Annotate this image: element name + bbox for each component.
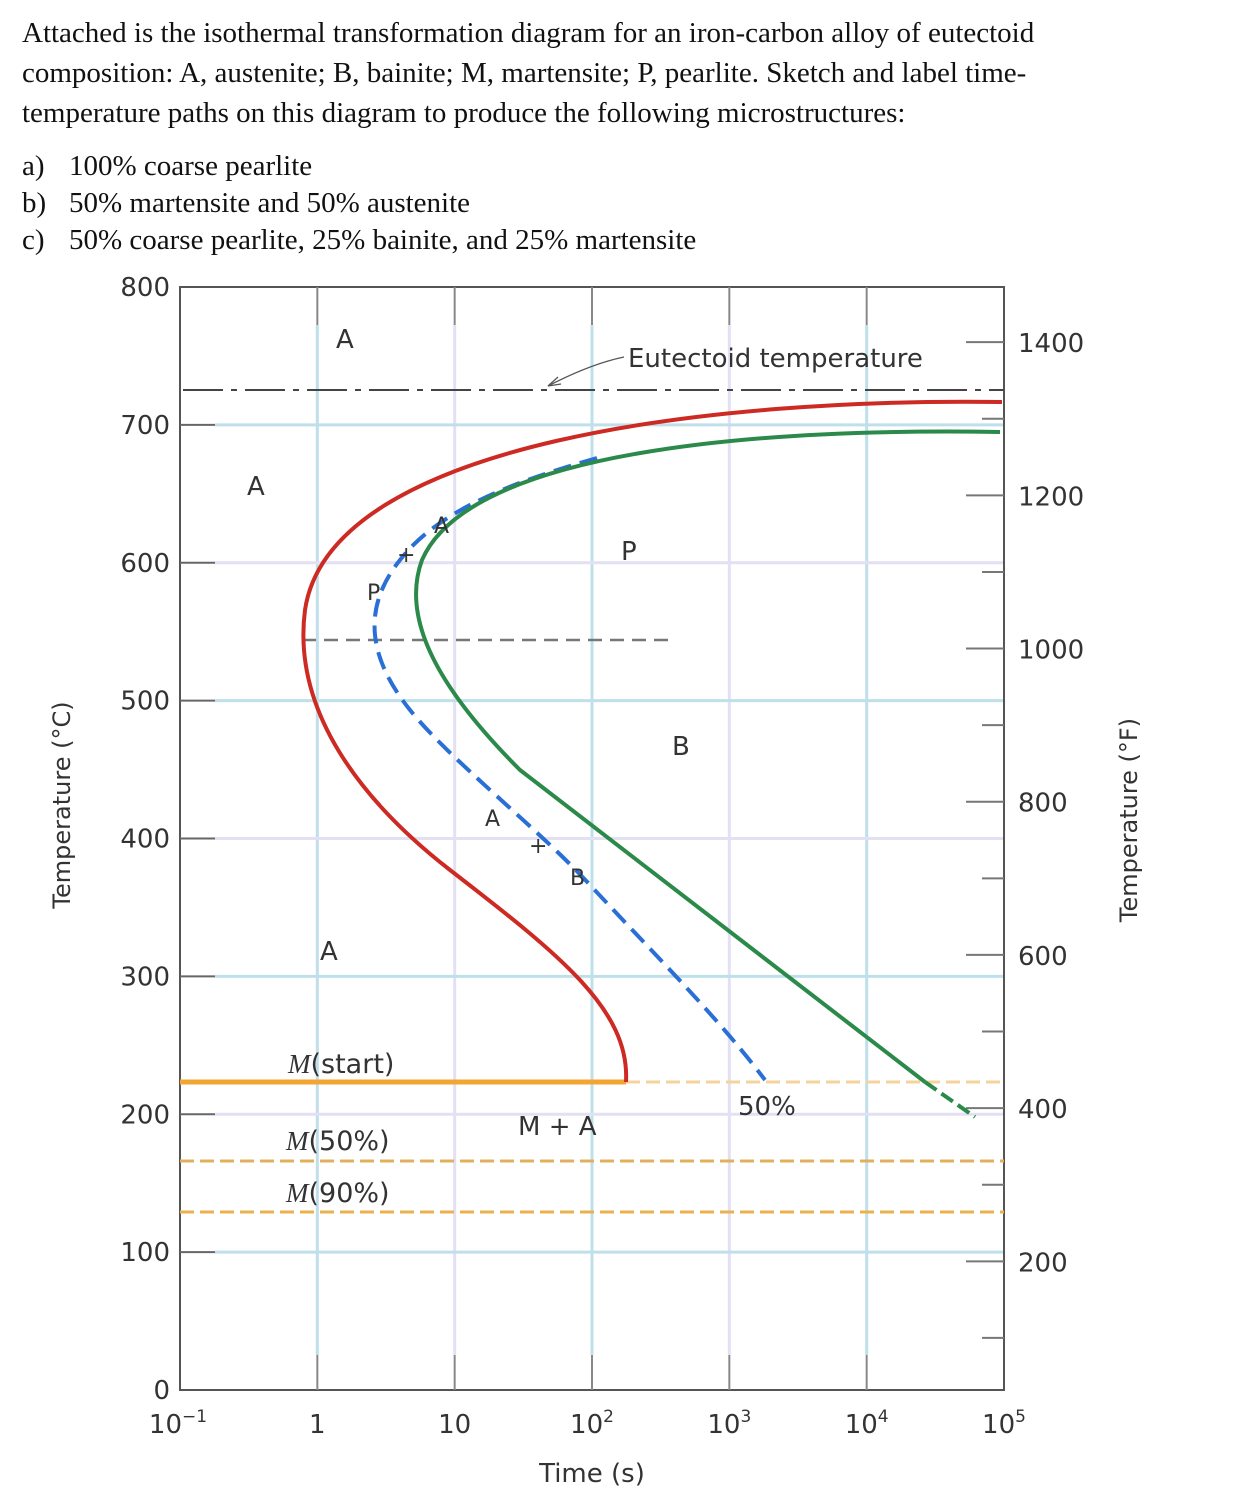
option-text: 100% coarse pearlite [69,150,313,182]
question-line-1: Attached is the isothermal transformatio… [22,17,1035,49]
question-line-3: temperature paths on this diagram to pro… [22,97,906,129]
blue-label-p: P [367,581,380,606]
m90-text: (90%) [309,1178,390,1209]
y-tick-label-left: 600 [120,549,170,579]
y-tick-label-right: 1000 [1018,636,1084,666]
x-tick-label: 10−1 [149,1407,207,1440]
y-tick-label-right: 200 [1018,1248,1068,1278]
y-axis-label-right: Temperature (°F) [1115,718,1143,923]
label-a-left: A [247,472,265,502]
y-tick-label-left: 300 [120,962,170,992]
eutectoid-label: Eutectoid temperature [628,344,923,374]
x-tick-label: 1 [309,1410,326,1440]
label-50-percent: 50% [738,1092,796,1122]
fifty-percent-curve [372,456,767,1082]
y-tick-label-right: 1400 [1018,329,1084,359]
eutectoid-arrow [547,356,625,387]
finish-curve [414,429,1001,1084]
label-b: B [672,732,690,762]
y-tick-label-right: 1200 [1018,482,1084,512]
y-tick-label-left: 500 [120,687,170,717]
option-text: 50% martensite and 50% austenite [69,187,471,219]
x-axis-label: Time (s) [538,1459,645,1489]
start-curve [301,399,1003,1083]
y-tick-label-right: 800 [1018,789,1068,819]
label-p: P [621,537,637,567]
m-start-text: (start) [311,1049,395,1080]
blue-label-b: B [570,866,585,891]
x-tick-label: 105 [982,1407,1026,1440]
label-m-start: M(start) [287,1049,394,1080]
question-line-2: composition: A, austenite; B, bainite; M… [22,57,1027,89]
blue-label-plus1: + [397,543,415,568]
option-a: a) 100% coarse pearlite [22,150,312,183]
y-tick-label-left: 0 [153,1376,170,1406]
label-a-lower: A [320,937,338,967]
option-letter: b) [22,187,47,219]
y-tick-label-left: 400 [120,825,170,855]
option-b: b) 50% martensite and 50% austenite [22,187,470,220]
m-symbol: M [285,1178,310,1208]
label-m50: M(50%) [285,1126,390,1157]
y-tick-label-left: 100 [120,1238,170,1268]
grid [215,325,1004,1355]
m-symbol: M [285,1126,310,1156]
option-letter: a) [22,150,45,182]
label-m90: M(90%) [285,1178,390,1209]
finish-curve-dashed [923,1080,977,1119]
label-m-plus-a: M + A [518,1112,597,1142]
label-a-top: A [336,325,354,355]
option-text: 50% coarse pearlite, 25% bainite, and 25… [69,224,697,256]
x-tick-label: 10 [438,1410,471,1440]
tick-labels: 0 100 200 300 400 500 600 700 800 200 400 600 800 100… [120,273,1084,1440]
axis-ticks [180,287,1004,1390]
y-tick-label-left: 700 [120,411,170,441]
option-c: c) 50% coarse pearlite, 25% bainite, and … [22,224,696,257]
option-letter: c) [22,224,45,256]
y-tick-label-left: 200 [120,1100,170,1130]
y-axis-label-left: Temperature (°C) [48,701,76,909]
x-tick-label: 103 [707,1407,751,1440]
blue-label-a1: A [434,514,449,539]
arrow-head-icon [547,376,562,387]
m-symbol: M [287,1049,312,1079]
x-tick-label: 102 [570,1407,614,1440]
blue-label-a2: A [485,807,500,832]
x-tick-label: 104 [845,1407,889,1440]
y-tick-label-right: 600 [1018,942,1068,972]
y-tick-label-left: 800 [120,273,170,303]
m50-text: (50%) [309,1126,390,1157]
y-tick-label-right: 400 [1018,1095,1068,1125]
blue-label-plus2: + [529,834,547,859]
